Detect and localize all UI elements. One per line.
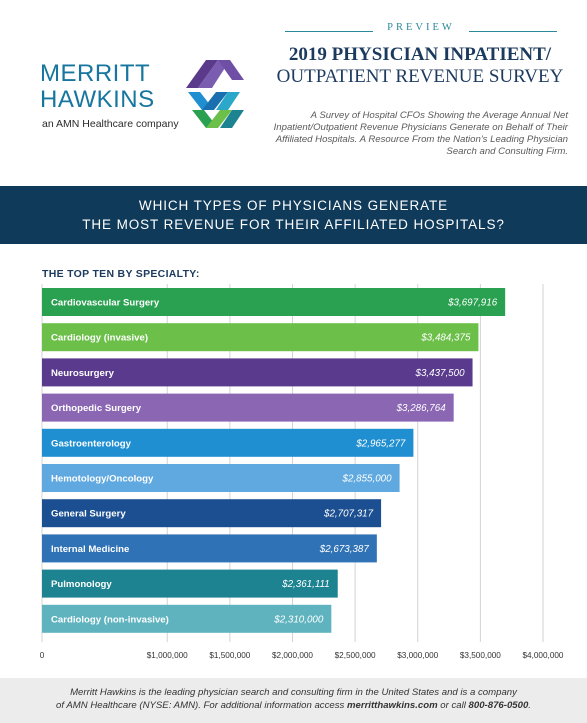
report-title-line2: OUTPATIENT REVENUE SURVEY <box>276 66 564 87</box>
footer-link[interactable]: merritthawkins.com <box>346 700 438 711</box>
footer-phone[interactable]: 800-876-0500 <box>468 700 529 711</box>
bar-category-label: Cardiovascular Surgery <box>51 298 160 309</box>
bar-category-label: General Surgery <box>51 509 126 520</box>
bar-category-label: Orthopedic Surgery <box>51 403 142 414</box>
bar-category-label: Internal Medicine <box>51 544 129 555</box>
bar-category-label: Gastroenterology <box>51 438 132 449</box>
bar-category-label: Cardiology (invasive) <box>51 333 148 344</box>
footer-line1: Merritt Hawkins is the leading physician… <box>70 687 517 698</box>
bar-category-label: Pulmonology <box>51 579 112 590</box>
revenue-bar-chart: 0 $1,000,000 $1,500,000 $2,000,000 $2,500,00… <box>40 284 564 660</box>
x-tick-label: 0 <box>40 651 45 660</box>
bar-value-label: $2,855,000 <box>342 474 393 485</box>
footer-or: or call <box>437 700 469 711</box>
x-tick-label: $3,000,000 <box>397 651 438 660</box>
bar-value-label: $3,697,916 <box>447 298 498 309</box>
logo-line2: HAWKINS <box>40 86 155 113</box>
banner-line2: THE MOST REVENUE FOR THEIR AFFILIATED HO… <box>82 217 505 232</box>
bar-category-label: Hemotology/Oncology <box>51 474 154 485</box>
bar <box>42 534 377 563</box>
bar-value-label: $2,310,000 <box>273 614 324 625</box>
bar-value-label: $2,673,387 <box>319 544 370 555</box>
bar <box>42 464 400 492</box>
report-title-line1: 2019 PHYSICIAN INPATIENT/ <box>288 44 552 65</box>
preview-text: PREVIEW <box>387 22 455 33</box>
bar-value-label: $3,484,375 <box>420 333 471 344</box>
section-label: THE TOP TEN BY SPECIALTY: <box>42 268 200 280</box>
footer-period: . <box>528 700 531 711</box>
report-subtitle: A Survey of Hospital CFOs Showing the Av… <box>273 110 568 157</box>
banner-line1: WHICH TYPES OF PHYSICIANS GENERATE <box>138 198 449 213</box>
bar-value-label: $3,437,500 <box>415 368 466 379</box>
logo-tagline: an AMN Healthcare company <box>42 118 179 130</box>
bar-value-label: $2,361,111 <box>281 579 330 590</box>
x-tick-label: $1,000,000 <box>147 651 188 660</box>
preview-label: PREVIEW <box>285 20 557 40</box>
bar <box>42 393 454 422</box>
question-banner: WHICH TYPES OF PHYSICIANS GENERATE THE M… <box>0 186 587 244</box>
bar <box>42 499 382 528</box>
x-tick-label: $2,000,000 <box>272 651 313 660</box>
bar-value-label: $2,707,317 <box>323 509 374 520</box>
logo-mark-icon <box>186 60 244 128</box>
x-tick-label: $3,500,000 <box>460 651 501 660</box>
merritt-hawkins-logo: MERRITT HAWKINS an AMN Healthcare compan… <box>40 58 270 138</box>
bar-category-label: Neurosurgery <box>51 368 115 379</box>
bar-value-label: $3,286,764 <box>396 403 447 414</box>
footer-text: Merritt Hawkins is the leading physician… <box>20 686 567 712</box>
bar-value-label: $2,965,277 <box>355 438 406 449</box>
report-title: 2019 PHYSICIAN INPATIENT/ OUTPATIENT REV… <box>270 44 570 88</box>
bar <box>42 428 414 457</box>
bar-category-label: Cardiology (non-invasive) <box>51 614 169 625</box>
bar <box>42 323 479 352</box>
bar <box>42 288 506 316</box>
x-tick-label: $2,500,000 <box>335 651 376 660</box>
x-tick-label: $1,500,000 <box>209 651 250 660</box>
footer: Merritt Hawkins is the leading physician… <box>0 678 587 723</box>
bar <box>42 604 332 633</box>
logo-line1: MERRITT <box>40 60 151 87</box>
footer-line2: of AMN Healthcare (NYSE: AMN). For addit… <box>56 700 347 711</box>
x-tick-label: $4,000,000 <box>523 651 564 660</box>
bar <box>42 358 473 387</box>
bar <box>42 569 338 598</box>
